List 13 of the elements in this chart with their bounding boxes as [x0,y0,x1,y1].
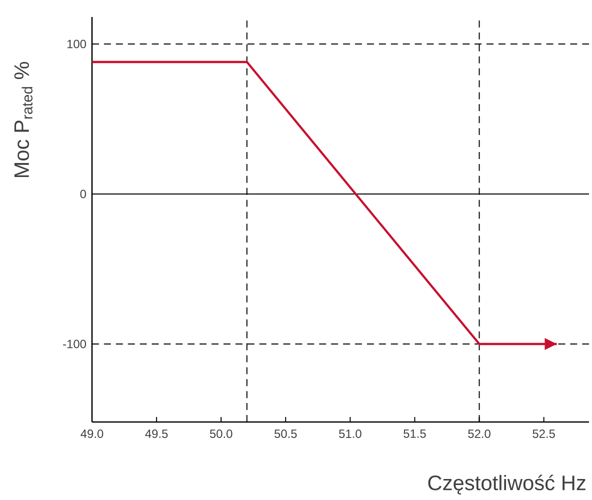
y-axis-title: Moc P$_{rated}$ % [14,62,32,178]
x-tick-label: 49.5 [145,430,168,438]
y-tick-label: 0 [80,190,86,198]
y-tick-label: -100 [63,340,86,348]
x-tick-label: 51.5 [404,430,426,438]
x-tick-label: 49.0 [80,430,104,438]
x-tick-label: 50.5 [274,430,297,438]
y-tick-label: 100 [67,40,86,48]
x-tick-label: 52.0 [468,430,490,438]
x-tick-label: 52.5 [532,430,555,438]
x-tick-label: 50.0 [210,430,232,438]
x-axis-title: Częstotliwość Hz [428,474,586,494]
x-tick-label: 51.0 [339,430,362,438]
